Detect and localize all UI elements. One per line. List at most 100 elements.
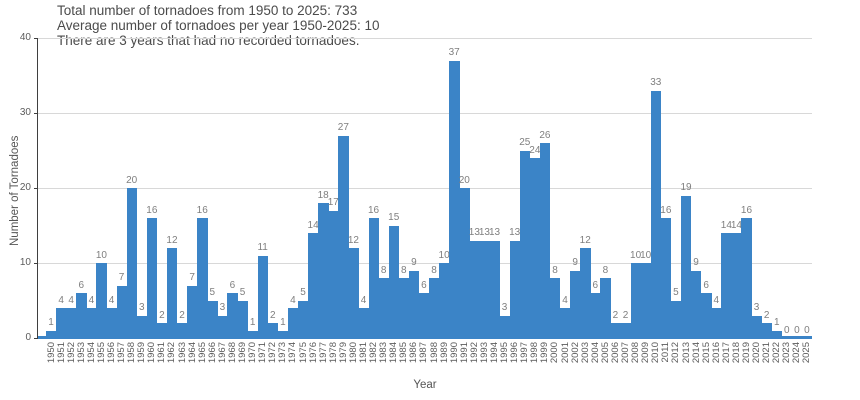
x-axis-title: Year (413, 379, 437, 391)
bar-1987 (418, 293, 430, 338)
y-gridline (38, 187, 812, 189)
bar-value-label: 2 (612, 309, 619, 321)
bar-value-label: 1 (773, 317, 780, 328)
bar-1954 (86, 308, 97, 338)
bar-value-label: 14 (307, 219, 319, 231)
x-tick-label: 2012 (670, 342, 682, 364)
y-tick-mark (34, 187, 38, 189)
bar-value-label: 4 (290, 294, 296, 306)
bar-1972 (267, 323, 279, 338)
bar-value-label: 2 (159, 309, 165, 321)
bar-value-label: 16 (660, 204, 672, 216)
bar-2019 (741, 218, 752, 338)
bar-1978 (328, 210, 339, 338)
bar-value-label: 4 (713, 294, 720, 306)
x-tick-label: 1988 (428, 342, 440, 364)
bar-2007 (620, 323, 631, 338)
bar-value-label: 10 (640, 249, 652, 261)
x-tick-label: 1976 (307, 342, 319, 364)
bar-value-label: 9 (693, 257, 699, 268)
bar-1950 (46, 330, 57, 338)
bar-2009 (640, 263, 652, 338)
bar-2014 (691, 270, 702, 338)
bar-value-label: 2 (269, 309, 276, 321)
bar-value-label: 12 (579, 234, 591, 246)
y-tick-mark (34, 37, 38, 39)
bar-1953 (76, 293, 87, 338)
bar-2011 (660, 218, 672, 338)
bar-1971 (257, 255, 269, 338)
y-tick-label: 10 (19, 257, 31, 268)
bar-1965 (197, 218, 208, 338)
bar-2006 (610, 323, 621, 338)
bar-value-label: 0 (794, 324, 800, 336)
bar-value-label: 13 (468, 227, 480, 238)
bar-1994 (489, 240, 500, 338)
bar-value-label: 1 (48, 317, 54, 328)
x-tick-label: 1974 (287, 342, 299, 364)
bar-value-label: 7 (189, 272, 195, 283)
bar-value-label: 12 (166, 234, 178, 246)
bar-1979 (338, 135, 349, 338)
bar-value-label: 4 (108, 294, 115, 306)
bar-1951 (56, 308, 67, 338)
bar-value-label: 3 (219, 302, 226, 313)
bar-1991 (459, 188, 470, 338)
x-tick-label: 2002 (569, 342, 581, 364)
bar-value-label: 20 (458, 174, 470, 186)
x-tick-label: 2000 (549, 342, 561, 364)
bar-1988 (429, 278, 440, 338)
bar-1995 (499, 315, 510, 338)
y-tick-mark (34, 262, 38, 264)
bar-2021 (761, 323, 773, 338)
bar-1966 (207, 300, 218, 338)
bar-value-label: 2 (622, 309, 629, 321)
bar-1990 (449, 60, 460, 338)
bar-1967 (217, 315, 228, 338)
x-tick-label: 1964 (186, 342, 198, 364)
bar-1997 (519, 150, 531, 338)
chart-title-block: Total number of tornadoes from 1950 to 2… (57, 3, 379, 49)
x-tick-label: 1975 (297, 342, 309, 364)
bar-value-label: 13 (509, 227, 521, 238)
bar-1970 (247, 330, 258, 338)
bar-value-label: 10 (630, 249, 642, 261)
bar-value-label: 16 (740, 204, 753, 216)
bar-value-label: 6 (229, 279, 236, 291)
bar-1957 (116, 285, 127, 338)
bar-value-label: 2 (763, 309, 770, 321)
bar-1985 (398, 278, 410, 338)
y-tick-label: 40 (19, 32, 31, 43)
bar-1955 (96, 263, 107, 338)
bar-value-label: 2 (179, 309, 185, 321)
bar-1982 (368, 218, 379, 338)
bar-value-label: 15 (388, 212, 400, 223)
bar-value-label: 5 (239, 287, 246, 298)
bar-value-label: 8 (431, 264, 437, 276)
bar-1959 (136, 315, 148, 338)
bar-value-label: 6 (78, 279, 85, 291)
bar-value-label: 5 (673, 287, 679, 298)
bar-1963 (177, 323, 188, 338)
bar-1986 (408, 270, 420, 338)
bar-1962 (166, 248, 178, 338)
bar-value-label: 13 (488, 227, 501, 238)
bar-1999 (539, 143, 551, 338)
bar-value-label: 14 (720, 219, 732, 231)
bar-value-label: 8 (401, 264, 407, 276)
bar-2010 (650, 90, 662, 338)
chart-title-line-2: Average number of tornadoes per year 195… (57, 18, 380, 34)
bar-2004 (590, 293, 601, 338)
y-tick-mark (34, 337, 38, 339)
bar-1976 (308, 233, 319, 338)
x-tick-label: 1989 (438, 342, 450, 364)
bar-value-label: 0 (804, 324, 810, 336)
bar-2016 (711, 308, 722, 338)
bar-1961 (156, 323, 168, 338)
bar-value-label: 6 (703, 279, 709, 291)
bar-2003 (580, 248, 591, 338)
bar-value-label: 33 (650, 77, 662, 88)
bar-value-label: 14 (730, 219, 742, 231)
bar-1968 (227, 293, 238, 338)
bar-1996 (509, 240, 521, 338)
